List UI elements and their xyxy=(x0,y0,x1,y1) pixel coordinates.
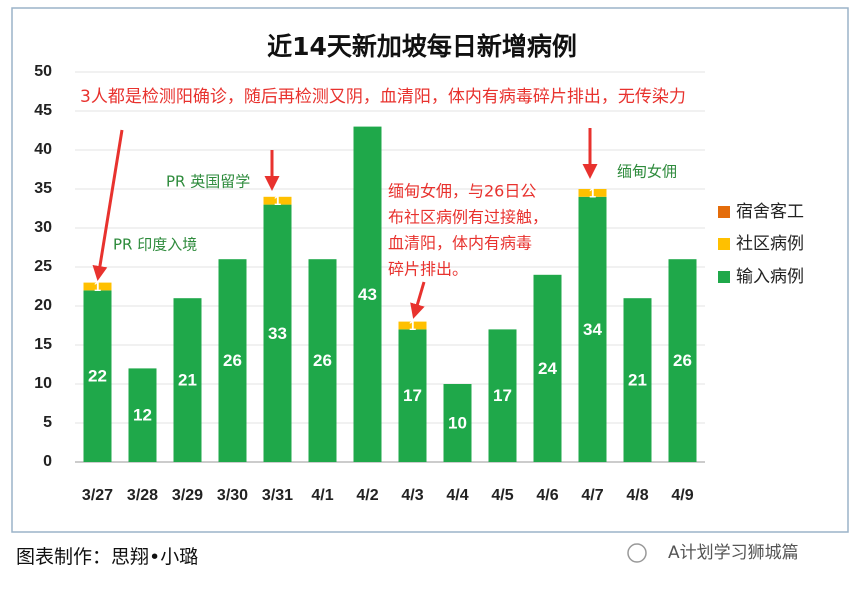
wechat-icon xyxy=(627,543,647,563)
bar-segment xyxy=(398,321,427,330)
bar-segment xyxy=(353,126,382,462)
data-label: 21 xyxy=(178,371,197,390)
bar-segment xyxy=(398,329,427,462)
x-tick-label: 4/5 xyxy=(491,487,513,504)
bar-segment xyxy=(578,196,607,463)
y-tick-label: 45 xyxy=(34,102,52,119)
legend-swatch xyxy=(718,206,730,218)
annotation: 缅甸女佣，与26日公 xyxy=(388,182,536,201)
x-tick-label: 4/1 xyxy=(311,487,333,504)
legend-swatch xyxy=(718,238,730,250)
annotation: 碎片排出。 xyxy=(388,260,468,279)
x-tick-label: 3/27 xyxy=(82,487,113,504)
data-label: 21 xyxy=(628,371,647,390)
bar-segment xyxy=(218,259,247,462)
legend-label: 输入病例 xyxy=(736,267,804,287)
y-tick-label: 5 xyxy=(43,414,52,431)
y-tick-label: 40 xyxy=(34,141,52,158)
annotation: PR 英国留学 xyxy=(166,173,250,191)
data-label: 24 xyxy=(538,359,557,378)
x-tick-label: 3/29 xyxy=(172,487,203,504)
x-tick-label: 4/9 xyxy=(671,487,693,504)
data-label: 34 xyxy=(583,320,602,339)
data-label: 43 xyxy=(358,285,377,304)
bar-segment xyxy=(128,368,157,462)
bar-segment xyxy=(668,259,697,462)
bar-segment xyxy=(578,189,607,197)
annotation: 布社区病例有过接触， xyxy=(388,208,548,227)
data-label: 17 xyxy=(403,386,422,405)
data-label: 1 xyxy=(589,185,596,200)
annotation: 血清阳，体内有病毒 xyxy=(388,234,532,253)
bar-segment xyxy=(623,298,652,462)
data-label: 1 xyxy=(409,318,416,333)
y-tick-label: 25 xyxy=(34,258,52,275)
arrows xyxy=(92,128,598,319)
bar-segment xyxy=(173,298,202,462)
bar-segment xyxy=(443,384,472,462)
y-tick-label: 10 xyxy=(34,375,52,392)
legend-label: 社区病例 xyxy=(736,234,804,254)
x-tick-label: 4/8 xyxy=(626,487,648,504)
legend-swatch xyxy=(718,271,730,283)
y-tick-label: 30 xyxy=(34,219,52,236)
x-tick-label: 3/30 xyxy=(217,487,248,504)
x-tick-label: 3/31 xyxy=(262,487,293,504)
y-tick-label: 20 xyxy=(34,297,52,314)
bar-segment xyxy=(263,196,292,205)
x-tick-label: 4/7 xyxy=(581,487,603,504)
x-tick-label: 4/6 xyxy=(536,487,558,504)
legend-label: 宿舍客工 xyxy=(736,202,804,222)
x-tick-label: 4/4 xyxy=(446,487,468,504)
bar-segment xyxy=(83,290,112,462)
y-tick-label: 35 xyxy=(34,180,52,197)
plot: 0 5 10 15 20 25 30 35 40 45 50 3/27 22 1 3/28 12 3/29 21 3… xyxy=(34,63,705,504)
x-tick-label: 4/3 xyxy=(401,487,423,504)
chart-title: 近14天新加坡每日新增病例 xyxy=(267,32,577,61)
bar-segment xyxy=(83,282,112,291)
data-label: 1 xyxy=(274,193,281,208)
bar-segment xyxy=(533,274,562,462)
data-label: 33 xyxy=(268,324,287,343)
y-tick-label: 0 xyxy=(43,453,52,470)
data-label: 10 xyxy=(448,413,467,432)
data-label: 26 xyxy=(313,351,332,370)
data-label: 1 xyxy=(94,279,101,294)
arrow xyxy=(92,129,124,281)
data-label: 12 xyxy=(133,406,152,425)
bar-segment xyxy=(488,329,517,462)
data-label: 26 xyxy=(223,351,242,370)
x-tick-label: 4/2 xyxy=(356,487,378,504)
caption: 图表制作：思翔•小璐 xyxy=(16,546,198,568)
bar-segment xyxy=(308,259,337,462)
data-label: 22 xyxy=(88,367,107,386)
data-label: 26 xyxy=(673,351,692,370)
y-tick-label: 50 xyxy=(34,63,52,80)
watermark: A计划学习狮城篇 xyxy=(668,543,799,563)
annotation: 缅甸女佣 xyxy=(617,163,677,181)
bar-segment xyxy=(263,204,292,462)
annotation: 3人都是检测阳确诊，随后再检测又阴，血清阳，体内有病毒碎片排出，无传染力 xyxy=(80,87,686,107)
annotation: PR 印度入境 xyxy=(113,236,197,254)
x-tick-label: 3/28 xyxy=(127,487,158,504)
y-tick-label: 15 xyxy=(34,336,52,353)
arrow xyxy=(410,281,426,319)
data-label: 17 xyxy=(493,386,512,405)
